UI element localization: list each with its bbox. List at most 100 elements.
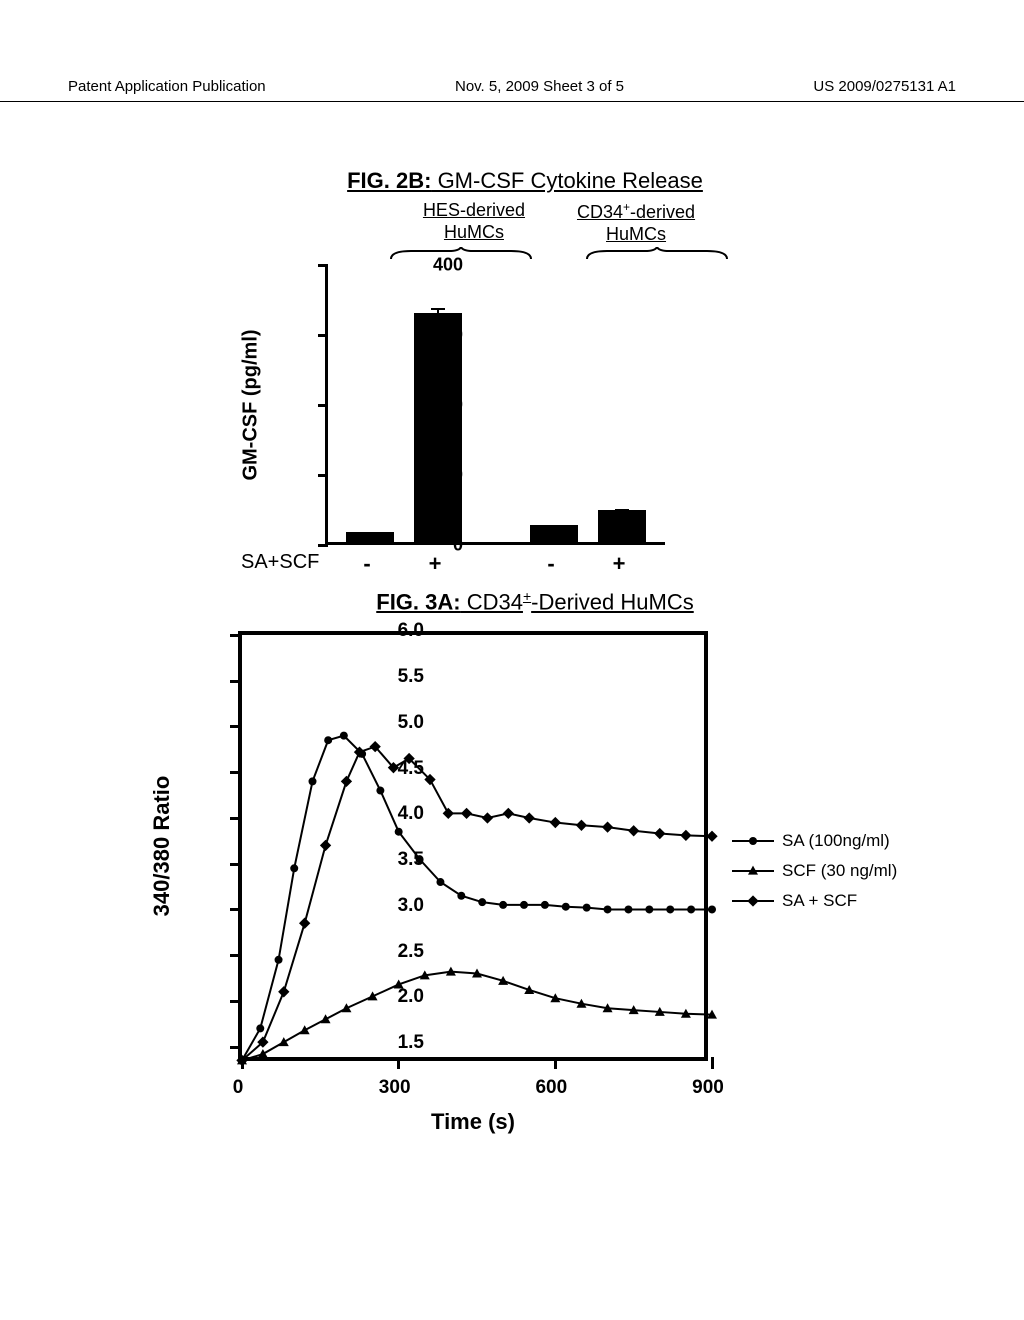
legend-label-sascf: SA + SCF (782, 891, 857, 911)
ytick (318, 544, 328, 547)
ytick-label: 1.5 (398, 1032, 424, 1054)
fig2b-group2-l1b: -derived (630, 202, 695, 222)
legend-row-sa: SA (100ng/ml) (732, 831, 897, 851)
series-marker (520, 901, 528, 909)
brace-icon (585, 247, 729, 261)
ytick (230, 954, 242, 957)
xtick-label: 900 (692, 1077, 724, 1099)
fig3a-title-plain-b: -Derived HuMCs (531, 589, 694, 614)
fig3a-title: FIG. 3A: CD34+-Derived HuMCs (160, 588, 910, 615)
fig2b-group2-sup: + (623, 200, 630, 214)
series-marker (300, 1026, 310, 1035)
ytick (230, 1000, 242, 1003)
series-marker (340, 732, 348, 740)
figure-2b: FIG. 2B: GM-CSF Cytokine Release HES-der… (235, 168, 815, 545)
series-marker (436, 878, 444, 886)
bar (414, 313, 462, 543)
xtick-label: 600 (535, 1077, 567, 1099)
xtick (397, 1057, 400, 1069)
fig3a-lineplot: 340/380 Ratio Time (s) SA (100ng/ml) SCF… (238, 631, 910, 1061)
fig2b-title-bold: FIG. 2B: (347, 168, 431, 193)
fig3a-title-sup: + (523, 588, 531, 604)
bar (598, 510, 646, 542)
series-marker (604, 906, 612, 914)
series-marker (524, 813, 535, 824)
circle-marker-icon (749, 837, 757, 845)
ytick-label: 100 (433, 465, 463, 486)
fig2b-group1-l1: HES-derived (423, 200, 525, 220)
ytick-label: 300 (433, 325, 463, 346)
fig2b-plot-area (325, 265, 665, 545)
header-right: US 2009/0275131 A1 (813, 78, 956, 95)
ytick (318, 334, 328, 337)
series-marker (341, 776, 352, 787)
fig3a-xlabel: Time (s) (431, 1109, 515, 1135)
series-marker (666, 906, 674, 914)
series-marker (278, 986, 289, 997)
ytick-label: 4.0 (398, 803, 424, 825)
ytick (230, 725, 242, 728)
series-marker (576, 820, 587, 831)
ytick (230, 863, 242, 866)
fig2b-group2-l2: HuMCs (606, 224, 666, 244)
ytick (230, 817, 242, 820)
series-marker (541, 901, 549, 909)
fig2b-xaxis-label: SA+SCF (241, 551, 319, 574)
legend-row-scf: SCF (30 ng/ml) (732, 861, 897, 881)
series-marker (583, 904, 591, 912)
series-marker (275, 956, 283, 964)
fig2b-group2-l1a: CD34 (577, 202, 623, 222)
series-marker (309, 778, 317, 786)
ytick (318, 474, 328, 477)
ytick (318, 264, 328, 267)
error-cap (431, 308, 445, 310)
series-marker (478, 898, 486, 906)
xtick-label: - (547, 551, 554, 577)
fig2b-barplot: GM-CSF (pg/ml) SA+SCF 0100200300400-+-+ (325, 265, 815, 545)
ytick (230, 771, 242, 774)
header-left: Patent Application Publication (68, 78, 266, 95)
ytick-label: 6.0 (398, 620, 424, 642)
ytick (230, 634, 242, 637)
fig2b-title-plain: GM-CSF Cytokine Release (431, 168, 702, 193)
fig2b-title: FIG. 2B: GM-CSF Cytokine Release (235, 168, 815, 194)
series-marker (628, 825, 639, 836)
series-marker (645, 906, 653, 914)
fig3a-title-bold: FIG. 3A: (376, 589, 460, 614)
series-marker (443, 808, 454, 819)
series-marker (461, 808, 472, 819)
ytick-label: 0 (453, 535, 463, 556)
ytick-label: 200 (433, 395, 463, 416)
series-marker (256, 1025, 264, 1033)
series-marker (624, 906, 632, 914)
fig2b-group2: CD34+-derived HuMCs (577, 200, 695, 245)
xtick-label: + (429, 551, 442, 577)
series-marker (321, 1015, 331, 1024)
legend-label-sa: SA (100ng/ml) (782, 831, 890, 851)
ytick (230, 908, 242, 911)
fig3a-svg (242, 635, 712, 1065)
series-marker (680, 830, 691, 841)
series-marker (706, 831, 717, 842)
fig3a-title-plain-a: CD34 (461, 589, 523, 614)
legend-line-icon (732, 840, 774, 842)
series-line (242, 747, 712, 1061)
series-marker (708, 906, 716, 914)
xtick (554, 1057, 557, 1069)
series-marker (562, 903, 570, 911)
fig2b-ylabel: GM-CSF (pg/ml) (240, 330, 263, 481)
bar (530, 525, 578, 542)
series-marker (376, 787, 384, 795)
legend-line-icon (732, 900, 774, 902)
legend-label-scf: SCF (30 ng/ml) (782, 861, 897, 881)
bar (346, 532, 394, 542)
fig2b-group1: HES-derived HuMCs (423, 200, 525, 245)
xtick-label: - (363, 551, 370, 577)
ytick-label: 5.0 (398, 712, 424, 734)
ytick-label: 3.0 (398, 895, 424, 917)
page-header: Patent Application Publication Nov. 5, 2… (0, 78, 1024, 102)
ytick-label: 400 (433, 255, 463, 276)
series-marker (499, 901, 507, 909)
series-marker (299, 918, 310, 929)
xtick (241, 1057, 244, 1069)
